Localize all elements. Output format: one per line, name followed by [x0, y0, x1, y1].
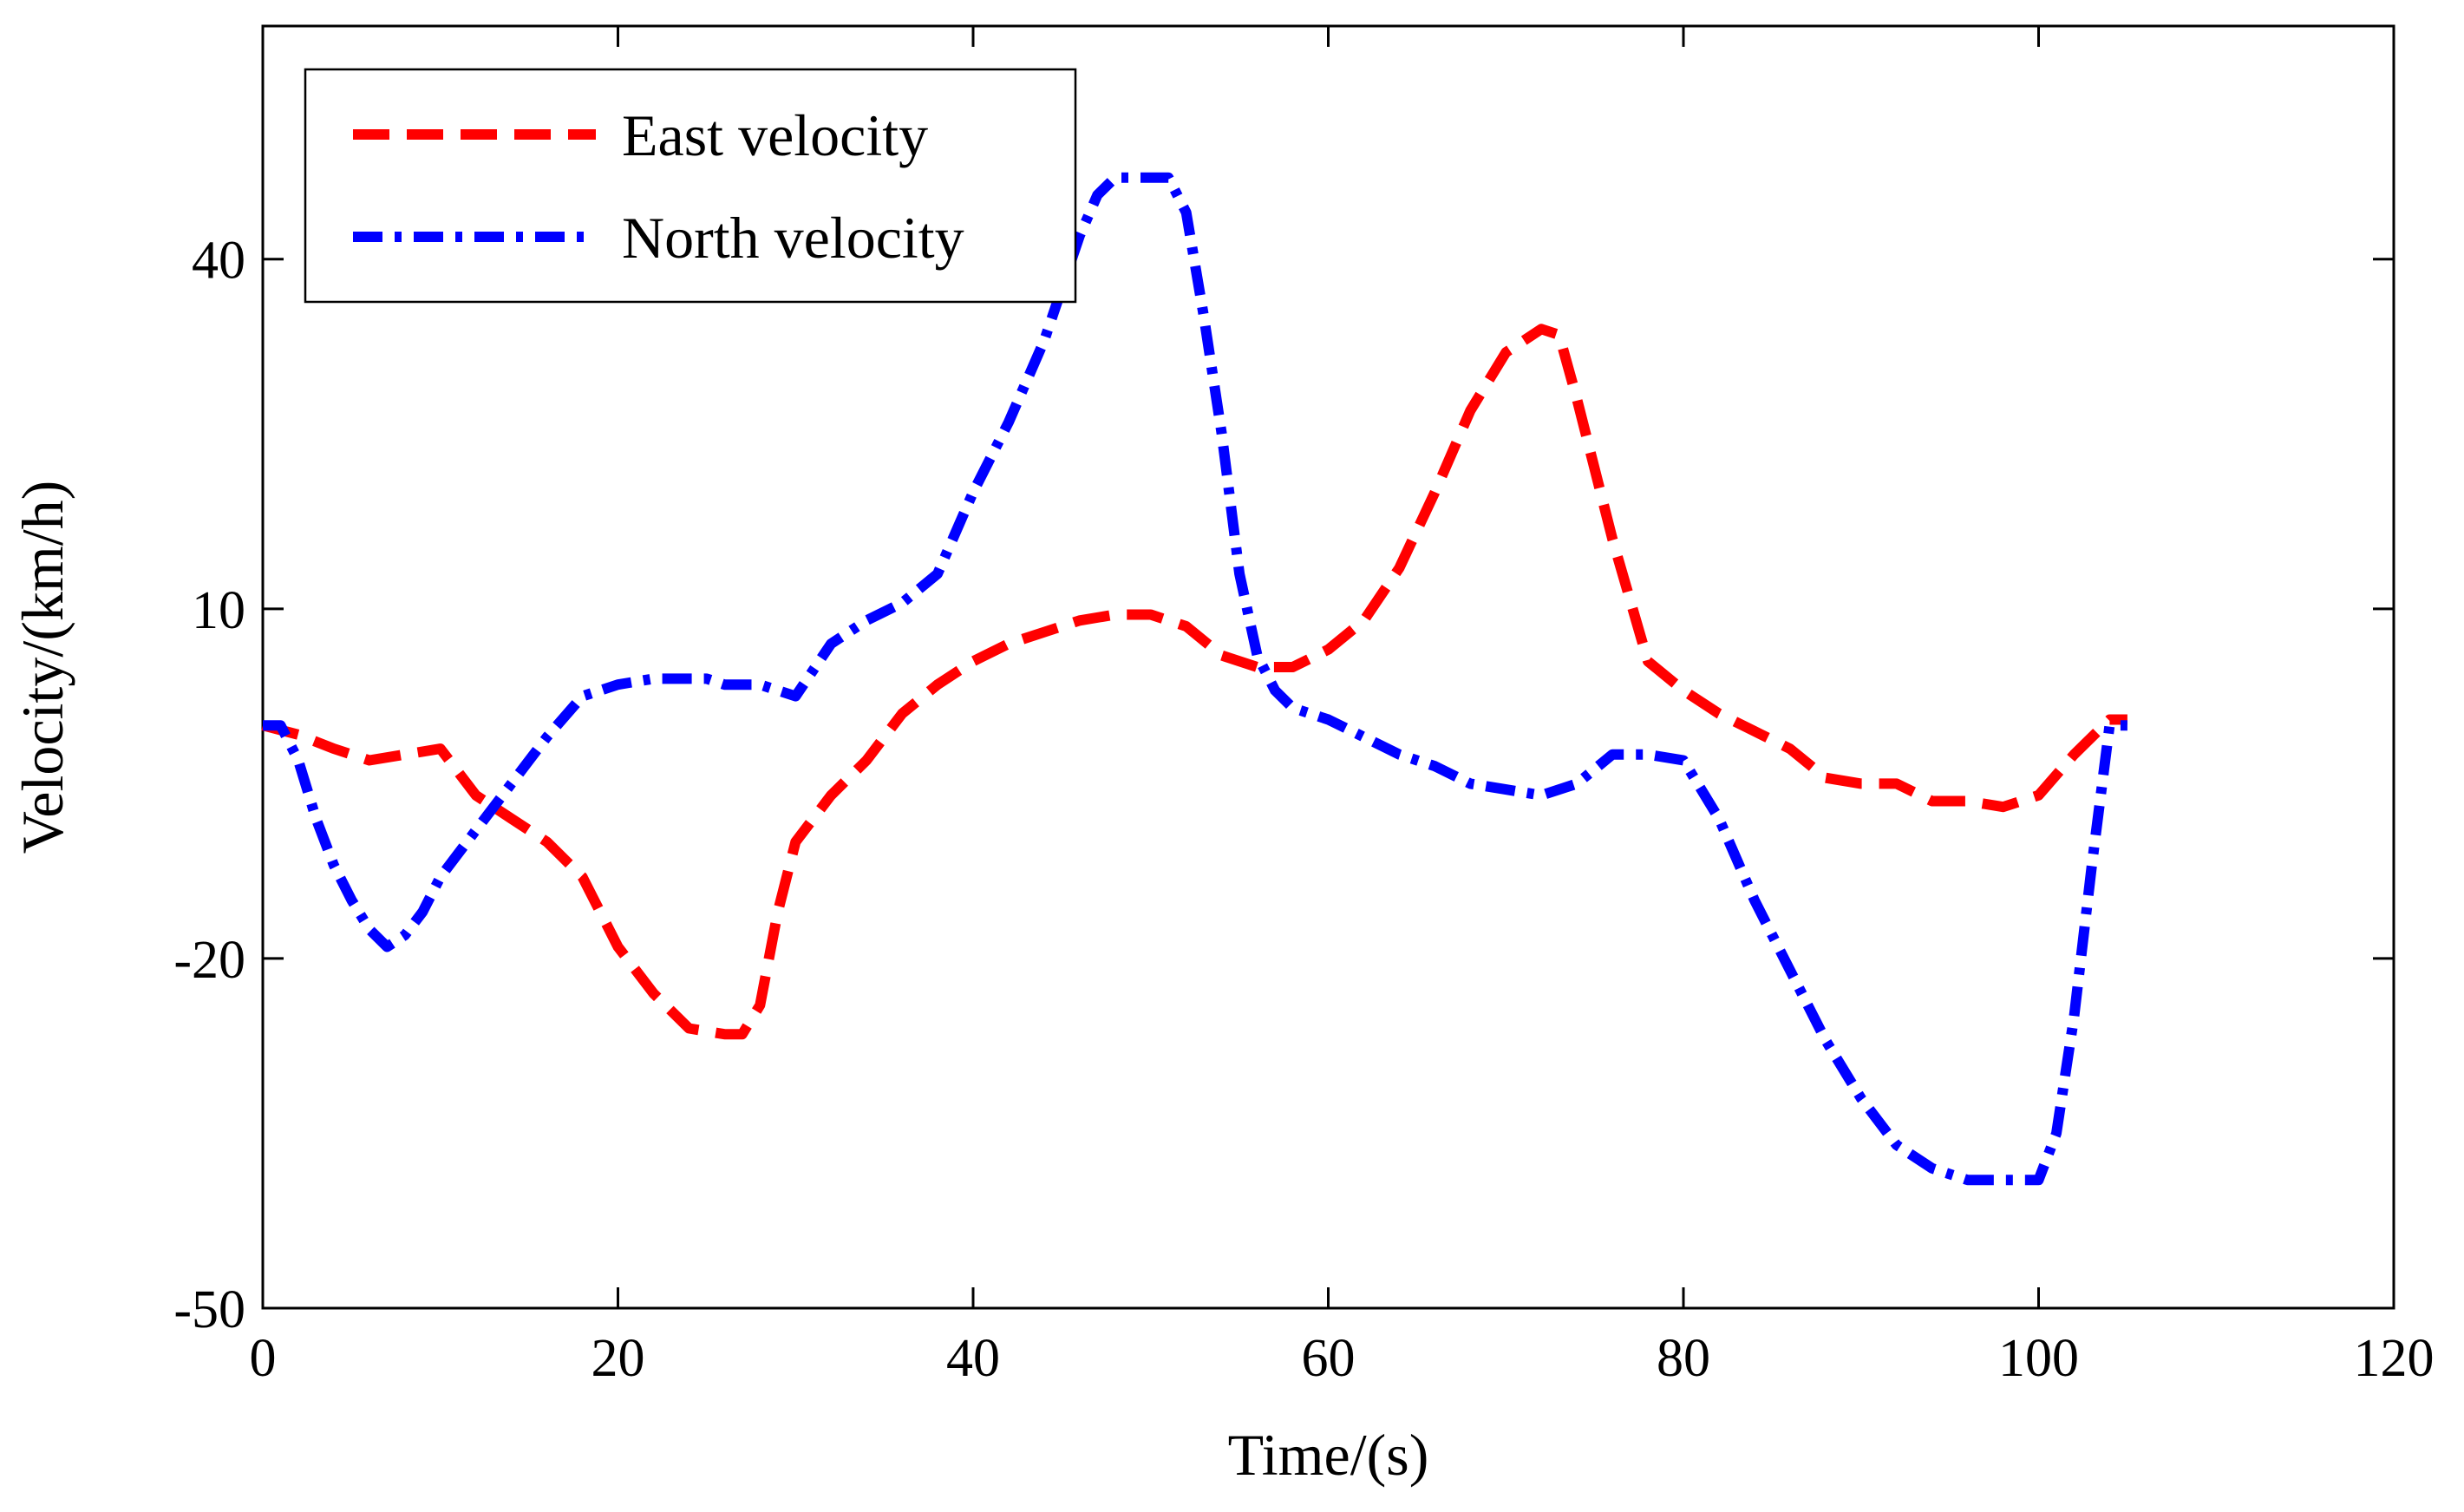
- y-tick-label-10: 10: [192, 581, 245, 640]
- axis-tick-labels: 0 20 40 60 80 100 120 -50 -20 10 40: [173, 232, 2434, 1388]
- legend-label-north-velocity: North velocity: [622, 205, 964, 271]
- x-tick-label-120: 120: [2354, 1329, 2435, 1388]
- x-axis-title: Time/(s): [1228, 1422, 1429, 1488]
- legend: East velocity North velocity: [304, 68, 1077, 304]
- y-tick-label-neg50: -50: [173, 1280, 245, 1339]
- x-tick-label-80: 80: [1657, 1329, 1710, 1388]
- y-tick-label-neg20: -20: [173, 931, 245, 990]
- series-layer: [261, 172, 2127, 1186]
- x-tick-label-20: 20: [591, 1329, 645, 1388]
- series-line-east-velocity: [261, 324, 2127, 1040]
- x-tick-label-60: 60: [1302, 1329, 1356, 1388]
- axis-ticks: [261, 26, 2395, 1310]
- legend-box: [304, 68, 1077, 304]
- x-tick-label-0: 0: [250, 1329, 277, 1388]
- series-line-north-velocity: [263, 172, 2127, 1186]
- legend-label-east-velocity: East velocity: [622, 102, 928, 168]
- x-tick-label-40: 40: [946, 1329, 1000, 1388]
- y-axis-title: Velocity/(km/h): [10, 481, 75, 854]
- y-tick-label-40: 40: [192, 232, 245, 291]
- x-tick-label-100: 100: [1998, 1329, 2079, 1388]
